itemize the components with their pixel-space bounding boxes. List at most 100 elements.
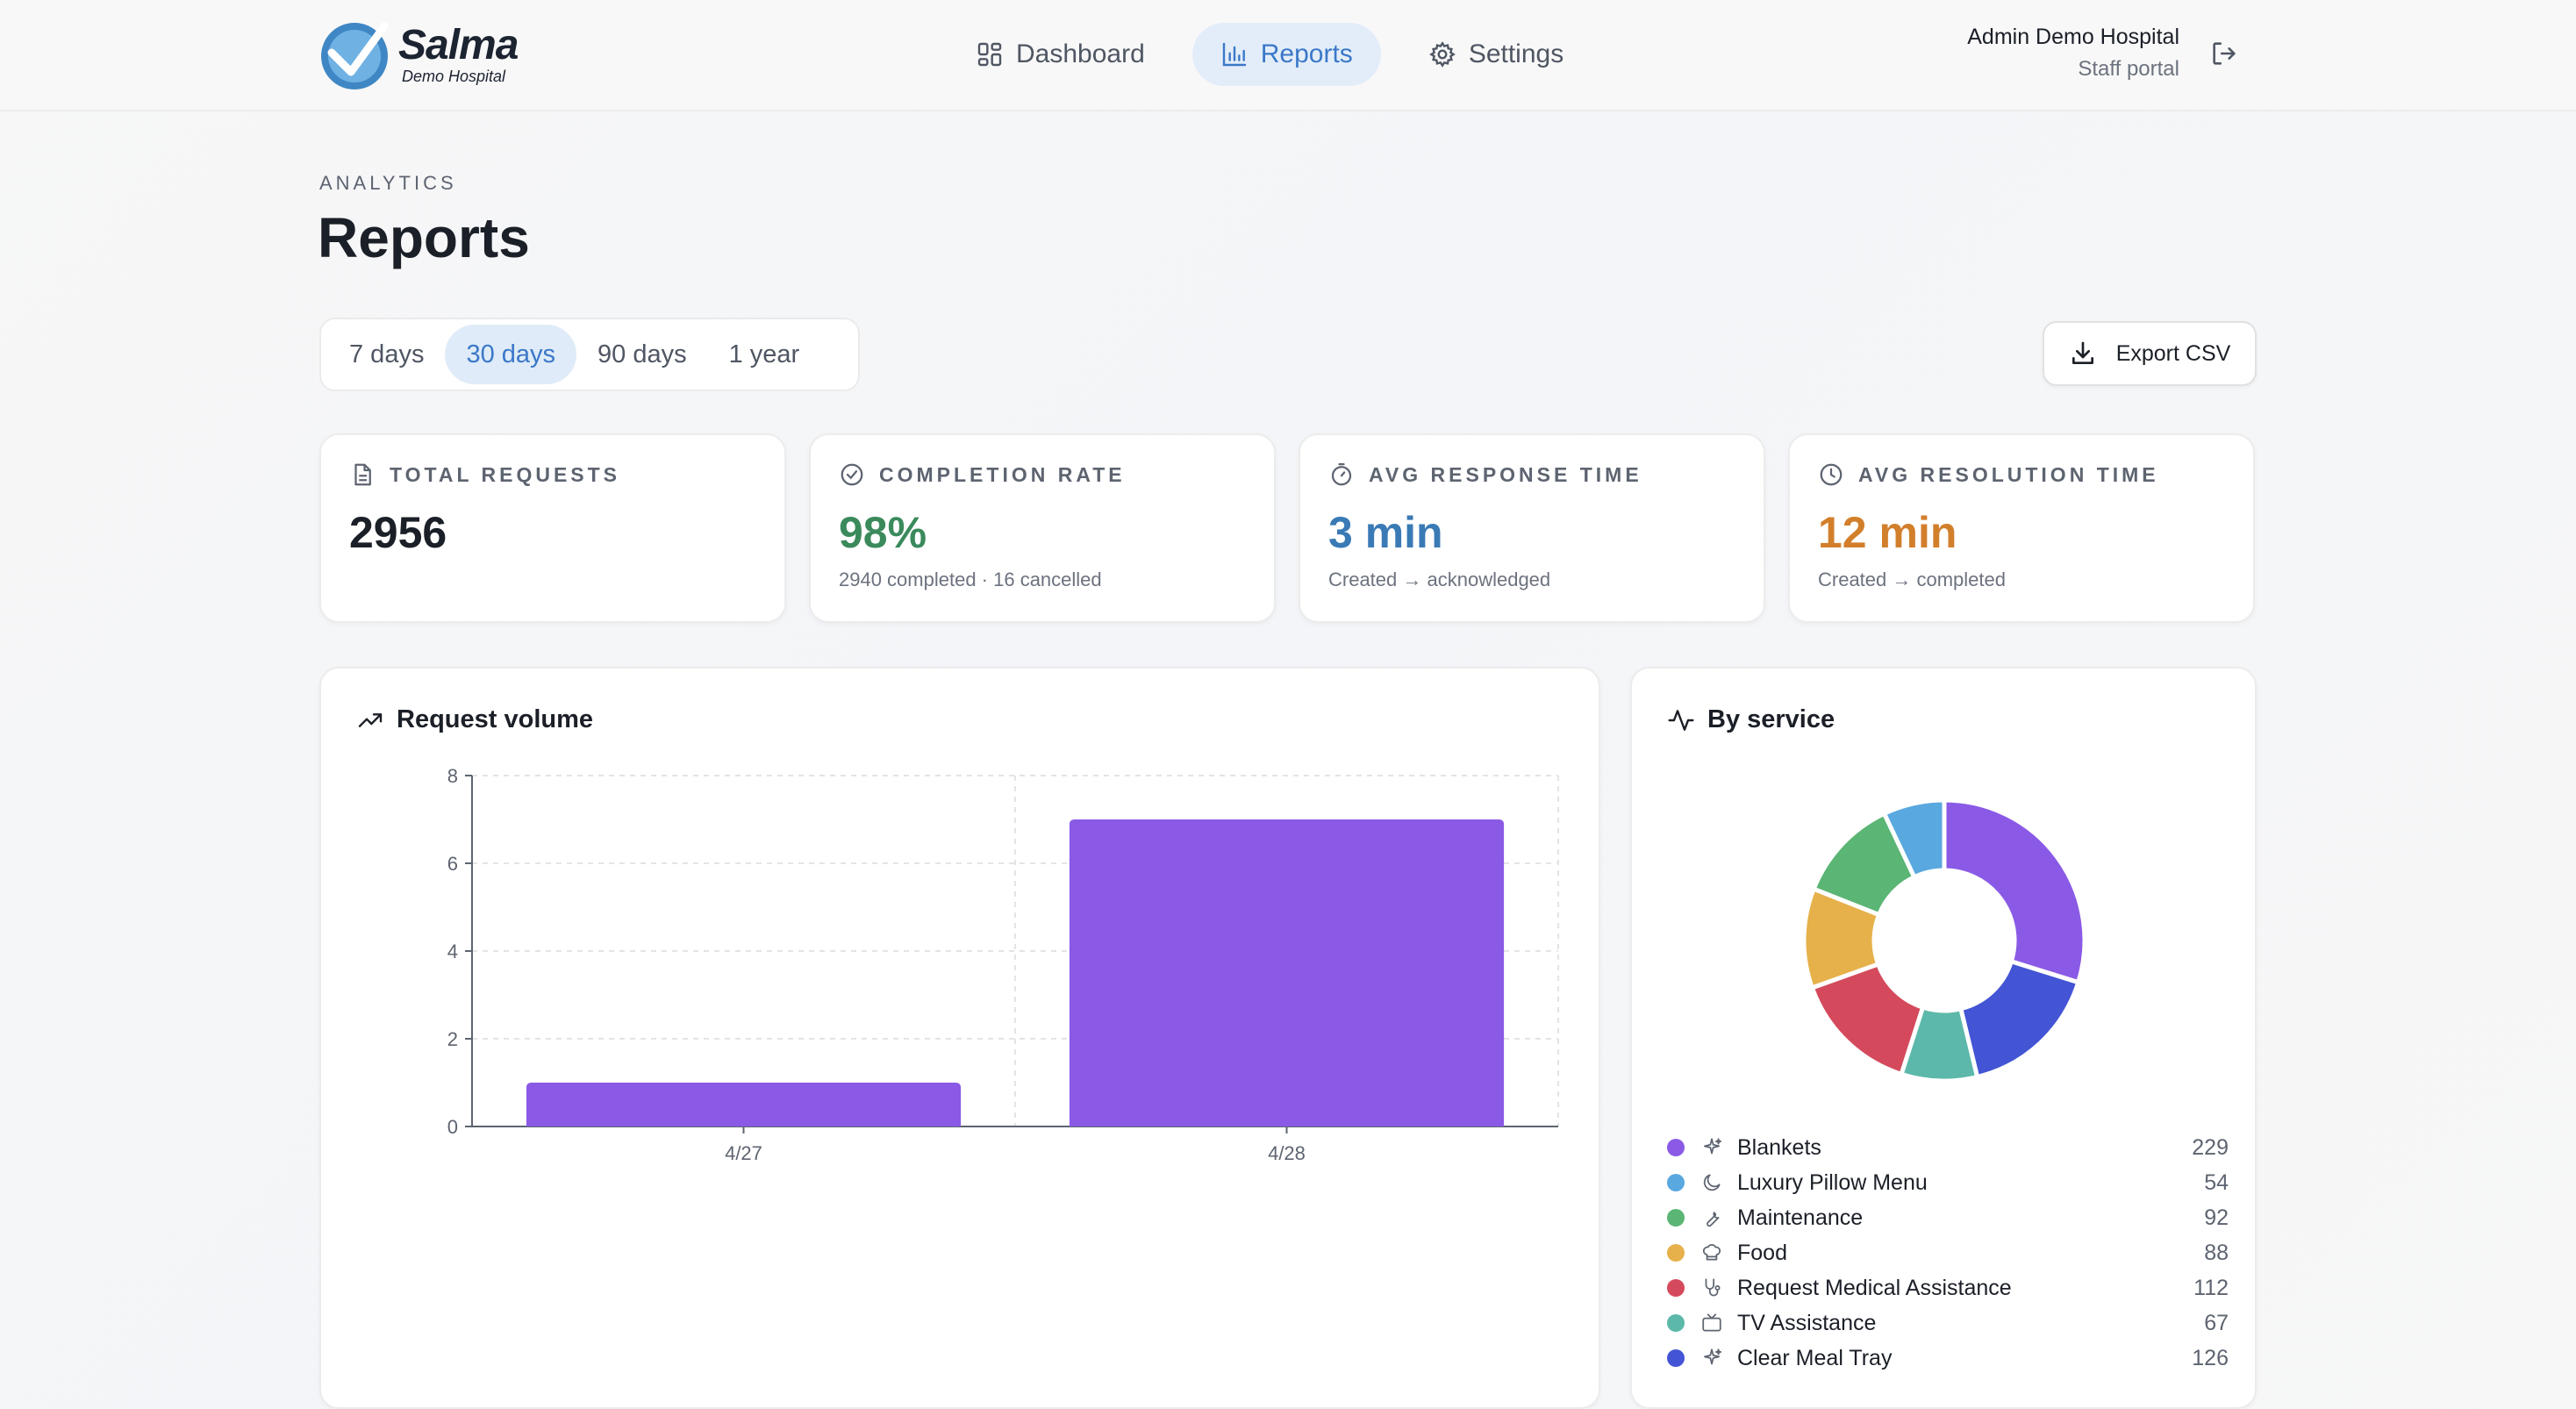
clock-icon xyxy=(1820,463,1843,486)
stat-sub: Created → completed xyxy=(1818,569,2006,590)
legend-count: 92 xyxy=(2204,1205,2229,1230)
range-90-days[interactable]: 90 days xyxy=(597,340,687,368)
stat-label: COMPLETION RATE xyxy=(879,462,1126,486)
stat-value: 3 min xyxy=(1328,508,1443,557)
nav-settings-label: Settings xyxy=(1468,39,1564,68)
stethoscope-icon xyxy=(1705,1278,1721,1297)
nav-reports[interactable]: Reports xyxy=(1191,23,1381,86)
service-donut-chart xyxy=(1801,797,2087,1084)
stat-completion-rate: COMPLETION RATE 98% 2940 completed · 16 … xyxy=(809,433,1276,623)
nav-settings[interactable]: Settings xyxy=(1400,23,1592,86)
y-tick-label: 4 xyxy=(447,941,458,962)
moon-icon xyxy=(1703,1174,1721,1191)
bar-chart-icon xyxy=(1222,42,1246,67)
user-name: Admin Demo Hospital xyxy=(1967,25,2179,49)
stopwatch-icon xyxy=(1331,463,1352,486)
nav-dashboard[interactable]: Dashboard xyxy=(948,23,1173,86)
pie-slice xyxy=(1942,797,2087,985)
logo[interactable]: Salma Demo Hospital xyxy=(318,18,519,91)
gear-icon xyxy=(1428,41,1456,68)
download-icon xyxy=(2072,341,2093,364)
legend-count: 229 xyxy=(2192,1134,2229,1160)
stat-avg-response-time: AVG RESPONSE TIME 3 min Created → acknow… xyxy=(1299,433,1765,623)
main-nav: Dashboard Reports Settings xyxy=(948,23,1592,86)
legend-item: Request Medical Assistance 112 xyxy=(1667,1270,2229,1305)
y-tick-label: 6 xyxy=(447,853,458,875)
range-1-year[interactable]: 1 year xyxy=(728,340,800,368)
legend-label: Maintenance xyxy=(1737,1205,1864,1230)
legend-item: Maintenance 92 xyxy=(1667,1200,2229,1235)
trending-up-icon xyxy=(358,712,383,727)
stat-value: 98% xyxy=(839,508,927,557)
pie-slice xyxy=(1881,797,1947,881)
request-volume-chart: 0 2 4 6 8 4/27 4/28 xyxy=(447,765,1559,1164)
legend-label: Request Medical Assistance xyxy=(1737,1275,2012,1300)
page-title: Reports xyxy=(318,206,530,269)
chef-hat-icon xyxy=(1702,1244,1721,1261)
legend-count: 54 xyxy=(2204,1169,2229,1195)
legend-count: 88 xyxy=(2204,1240,2229,1265)
panel-title: Request volume xyxy=(397,705,593,733)
legend-item: Clear Meal Tray 126 xyxy=(1667,1341,2229,1376)
x-tick-label: 4/27 xyxy=(725,1142,762,1164)
bar xyxy=(526,1083,962,1126)
legend-item: Luxury Pillow Menu 54 xyxy=(1667,1165,2229,1200)
bar xyxy=(1069,819,1505,1126)
stat-sub: 2940 completed · 16 cancelled xyxy=(839,569,1102,590)
request-volume-panel: Request volume 0 2 4 6 8 4/27 4/28 xyxy=(319,667,1600,1409)
legend-item: Blankets 229 xyxy=(1667,1130,2229,1165)
legend-count: 126 xyxy=(2192,1345,2229,1370)
legend-label: Luxury Pillow Menu xyxy=(1737,1169,1928,1195)
legend-swatch xyxy=(1667,1314,1685,1332)
nav-reports-label: Reports xyxy=(1260,39,1353,68)
legend-count: 112 xyxy=(2193,1275,2229,1300)
legend-swatch xyxy=(1667,1174,1685,1191)
export-csv-button[interactable]: Export CSV xyxy=(2043,321,2257,386)
panel-title: By service xyxy=(1707,705,1835,733)
logo-icon xyxy=(321,22,389,89)
pie-slice xyxy=(1957,958,2081,1080)
user-info: Admin Demo Hospital Staff portal xyxy=(1967,25,2179,82)
legend-swatch xyxy=(1667,1244,1685,1262)
stat-sub: Created → acknowledged xyxy=(1328,569,1551,590)
date-range-selector: 7 days 30 days 90 days 1 year xyxy=(319,318,860,391)
y-tick-label: 0 xyxy=(447,1116,458,1138)
brand-name: Salma xyxy=(398,22,519,68)
nav-dashboard-label: Dashboard xyxy=(1016,39,1145,68)
activity-icon xyxy=(1668,709,1694,731)
stat-total-requests: TOTAL REQUESTS 2956 xyxy=(319,433,786,623)
sparkles-icon xyxy=(1704,1348,1722,1365)
service-legend: Blankets 229 Luxury Pillow Menu 54 Maintenan… xyxy=(1667,1130,2229,1376)
legend-swatch xyxy=(1667,1209,1685,1227)
check-circle-icon xyxy=(841,463,863,486)
top-bar: Salma Demo Hospital Dashboard Reports Se… xyxy=(0,0,2576,111)
logout-icon[interactable] xyxy=(2209,39,2239,68)
legend-count: 67 xyxy=(2204,1310,2229,1335)
document-icon xyxy=(354,463,371,486)
legend-swatch xyxy=(1667,1349,1685,1367)
legend-label: TV Assistance xyxy=(1737,1310,1877,1335)
tv-icon xyxy=(1702,1313,1721,1332)
user-role: Staff portal xyxy=(2078,57,2179,81)
wrench-icon xyxy=(1707,1212,1720,1227)
legend-label: Food xyxy=(1737,1240,1787,1265)
y-tick-label: 2 xyxy=(447,1028,458,1050)
legend-item: TV Assistance 67 xyxy=(1667,1305,2229,1341)
by-service-panel: By service Blankets 229 Luxury Pillow Menu… xyxy=(1630,667,2257,1409)
export-csv-label: Export CSV xyxy=(2115,340,2231,366)
stat-value: 12 min xyxy=(1818,508,1957,557)
sparkles-icon xyxy=(1704,1138,1722,1155)
page-eyebrow: ANALYTICS xyxy=(319,172,457,194)
legend-label: Clear Meal Tray xyxy=(1737,1345,1893,1370)
legend-swatch xyxy=(1667,1139,1685,1156)
legend-item: Food 88 xyxy=(1667,1235,2229,1270)
range-30-days[interactable]: 30 days xyxy=(445,325,577,384)
legend-swatch xyxy=(1667,1279,1685,1297)
brand-subtitle: Demo Hospital xyxy=(402,68,506,85)
range-7-days[interactable]: 7 days xyxy=(349,340,425,368)
stat-avg-resolution-time: AVG RESOLUTION TIME 12 min Created → com… xyxy=(1788,433,2255,623)
x-tick-label: 4/28 xyxy=(1268,1142,1306,1164)
stat-label: TOTAL REQUESTS xyxy=(390,462,621,486)
stat-label: AVG RESPONSE TIME xyxy=(1369,462,1642,486)
stat-label: AVG RESOLUTION TIME xyxy=(1858,462,2159,486)
